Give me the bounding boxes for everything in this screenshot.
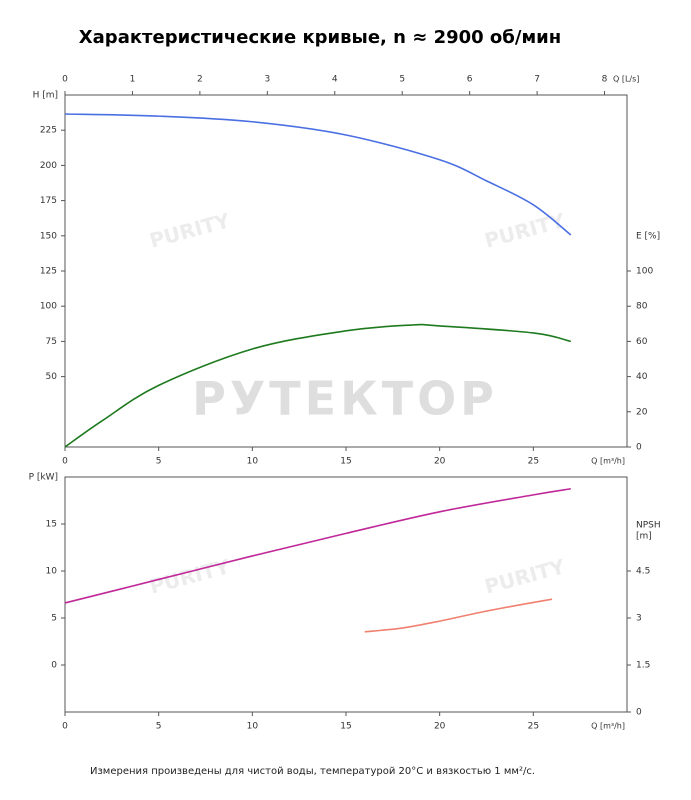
x2-tick-label: 3 — [264, 75, 270, 85]
y2-tick-label: 20 — [636, 407, 648, 417]
y2-tick-label: 60 — [636, 337, 648, 347]
x-tick-label: 25 — [528, 457, 539, 467]
x-tick-label: 0 — [62, 457, 68, 467]
x2-axis-label: Q [L/s] — [613, 75, 639, 84]
y2-tick-label: 0 — [636, 443, 642, 453]
y-tick-label: 15 — [46, 520, 57, 530]
y-axis-label: H [m] — [33, 91, 58, 101]
series-line — [64, 113, 572, 236]
x-tick-label: 15 — [340, 722, 351, 732]
y-tick-label: 175 — [40, 196, 57, 206]
y2-tick-label: 80 — [636, 302, 648, 312]
x2-tick-label: 0 — [62, 75, 68, 85]
y2-tick-label: 0 — [636, 708, 642, 718]
x-tick-label: 15 — [340, 457, 351, 467]
x2-tick-label: 1 — [130, 75, 136, 85]
x2-tick-label: 8 — [602, 75, 608, 85]
x-tick-label: 5 — [156, 457, 162, 467]
y-tick-label: 225 — [40, 126, 57, 136]
x2-tick-label: 7 — [534, 75, 540, 85]
x2-tick-label: 5 — [399, 75, 405, 85]
x2-tick-label: 2 — [197, 75, 203, 85]
y-tick-label: 0 — [51, 661, 57, 671]
y-tick-label: 50 — [46, 372, 58, 382]
x-tick-label: 25 — [528, 722, 539, 732]
y2-axis-label: E [%] — [636, 232, 660, 242]
series-line — [64, 323, 571, 448]
plot-frame — [64, 476, 628, 713]
series-line — [64, 487, 571, 604]
y2-tick-label: 3 — [636, 614, 642, 624]
x-tick-label: 20 — [434, 722, 446, 732]
logo: PURITY — [482, 554, 568, 599]
y-tick-label: 100 — [40, 302, 57, 312]
y-tick-label: 75 — [46, 337, 57, 347]
x-tick-label: 10 — [247, 457, 259, 467]
x2-tick-label: 4 — [332, 75, 338, 85]
logo: PURITY — [482, 208, 568, 253]
y2-tick-label: 40 — [636, 372, 648, 382]
x-axis-label: Q [m³/h] — [591, 457, 625, 466]
y-tick-label: 150 — [40, 231, 57, 241]
y-tick-label: 5 — [51, 614, 57, 624]
y2-tick-label: 4.5 — [636, 567, 650, 577]
series-line — [364, 598, 553, 633]
y-tick-label: 125 — [40, 267, 57, 277]
x-tick-label: 20 — [434, 457, 446, 467]
y2-axis-label: NPSH — [636, 521, 661, 531]
x-tick-label: 0 — [62, 722, 68, 732]
y-tick-label: 200 — [40, 161, 57, 171]
x-axis-label: Q [m³/h] — [591, 722, 625, 731]
title: Характеристические кривые, n ≈ 2900 об/м… — [79, 27, 561, 48]
y-axis-label: P [kW] — [29, 473, 58, 483]
x-tick-label: 5 — [156, 722, 162, 732]
x-tick-label: 10 — [247, 722, 259, 732]
x2-tick-label: 6 — [467, 75, 473, 85]
watermark: РУТЕКТОР — [192, 372, 498, 426]
y2-tick-label: 100 — [636, 267, 653, 277]
logo: PURITY — [147, 554, 233, 599]
y2-axis-label: [m] — [636, 532, 652, 542]
note: Измерения произведены для чистой воды, т… — [90, 766, 535, 777]
y2-tick-label: 1.5 — [636, 661, 650, 671]
y-tick-label: 10 — [46, 567, 58, 577]
logo: PURITY — [147, 208, 233, 253]
